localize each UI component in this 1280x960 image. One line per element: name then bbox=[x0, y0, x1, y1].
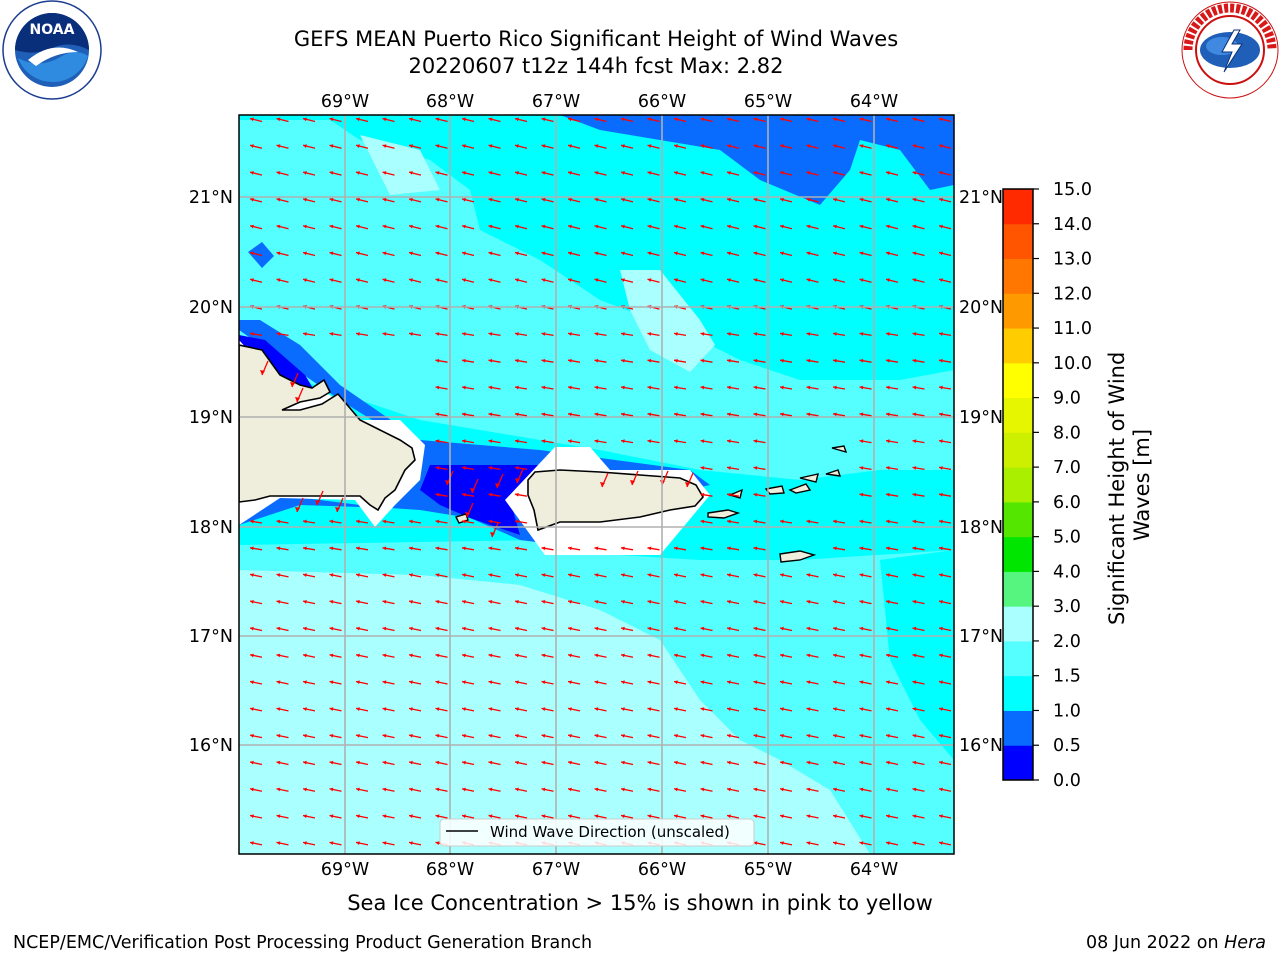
colorbar-segment-8 bbox=[1003, 467, 1033, 503]
lat-label-right-3: 18°N bbox=[959, 518, 1003, 538]
colorbar-tick-1: 0.5 bbox=[1053, 736, 1081, 756]
ocean-band-2-0-3-0-south bbox=[239, 570, 870, 854]
land-vieques-culebra bbox=[707, 488, 744, 519]
land-hispaniola bbox=[239, 344, 416, 512]
lat-label-left-4: 17°N bbox=[189, 627, 233, 647]
map-title: GEFS MEAN Puerto Rico Significant Height… bbox=[293, 27, 899, 51]
lon-label-top-1: 68°W bbox=[426, 92, 474, 112]
lat-label-left-3: 18°N bbox=[189, 518, 233, 538]
lon-label-top-2: 67°W bbox=[532, 92, 580, 112]
colorbar-segment-0 bbox=[1003, 745, 1033, 781]
colorbar-segment-5 bbox=[1003, 571, 1033, 607]
map-subtitle: 20220607 t12z 144h fcst Max: 2.82 bbox=[408, 54, 784, 78]
lon-label-top-0: 69°W bbox=[321, 92, 369, 112]
colorbar-segment-13 bbox=[1003, 293, 1033, 329]
colorbar-tick-11: 9.0 bbox=[1053, 389, 1081, 409]
colorbar-tick-5: 3.0 bbox=[1053, 597, 1081, 617]
footer-date: 08 Jun 2022 on bbox=[1085, 933, 1225, 953]
colorbar-label: Significant Height of Wind Waves [m] bbox=[1105, 345, 1154, 625]
colorbar-segment-3 bbox=[1003, 640, 1033, 677]
colorbar-segment-11 bbox=[1003, 362, 1033, 399]
ocean-band-0-5-1-0-northeast bbox=[560, 115, 954, 205]
colorbar-tick-17: 15.0 bbox=[1053, 180, 1092, 200]
colorbar-tick-6: 4.0 bbox=[1053, 562, 1081, 582]
colorbar-segment-2 bbox=[1003, 675, 1033, 711]
colorbar-segment-15 bbox=[1003, 223, 1033, 260]
ocean-band-2-0-3-0-north bbox=[360, 135, 715, 372]
lon-label-bottom-1: 68°W bbox=[426, 860, 474, 880]
legend-label: Wind Wave Direction (unscaled) bbox=[490, 823, 730, 841]
lat-label-left-1: 20°N bbox=[189, 298, 233, 318]
colorbar-segment-9 bbox=[1003, 432, 1033, 468]
colorbar: 0.0 0.5 1.0 1.5 2.0 3.0 4.0 5.0 6.0 7.0 8.0 9.0 10.0… bbox=[1002, 180, 1092, 791]
lat-label-left-2: 19°N bbox=[189, 408, 233, 428]
colorbar-segment-12 bbox=[1003, 328, 1033, 364]
lon-label-bottom-2: 67°W bbox=[532, 860, 580, 880]
nws-logo bbox=[1181, 1, 1279, 99]
colorbar-segment-4 bbox=[1003, 606, 1033, 642]
lon-label-bottom-3: 66°W bbox=[638, 860, 686, 880]
colorbar-tick-10: 8.0 bbox=[1053, 423, 1081, 443]
lon-label-top-3: 66°W bbox=[638, 92, 686, 112]
colorbar-tick-14: 12.0 bbox=[1053, 284, 1092, 304]
land-puerto-rico bbox=[527, 469, 704, 532]
map-legend: Wind Wave Direction (unscaled) bbox=[439, 818, 755, 847]
colorbar-segment-7 bbox=[1003, 501, 1033, 538]
colorbar-segment-16 bbox=[1003, 189, 1033, 225]
colorbar-tick-2: 1.0 bbox=[1053, 701, 1081, 721]
latitude-labels: 21°N 21°N 20°N 20°N 19°N 19°N 18°N 18°N 17°N 17°N… bbox=[189, 188, 1003, 756]
noaa-logo: NOAA bbox=[2, 0, 102, 100]
colorbar-segment-6 bbox=[1003, 536, 1033, 572]
lat-label-right-2: 19°N bbox=[959, 408, 1003, 428]
lat-label-right-4: 17°N bbox=[959, 627, 1003, 647]
lon-label-bottom-4: 65°W bbox=[744, 860, 792, 880]
svg-text:NOAA: NOAA bbox=[30, 22, 75, 38]
lon-label-top-4: 65°W bbox=[744, 92, 792, 112]
lat-label-right-5: 16°N bbox=[959, 736, 1003, 756]
lat-label-left-5: 16°N bbox=[189, 736, 233, 756]
colorbar-tick-9: 7.0 bbox=[1053, 458, 1081, 478]
sea-ice-note: Sea Ice Concentration > 15% is shown in … bbox=[347, 891, 933, 915]
footer-host: Hera bbox=[1224, 933, 1266, 953]
colorbar-tick-8: 6.0 bbox=[1053, 493, 1081, 513]
ocean-band-1-0-1-5-east bbox=[880, 550, 954, 760]
ocean-band-1-5-2-0-north bbox=[239, 120, 954, 480]
footer-left: NCEP/EMC/Verification Post Processing Pr… bbox=[13, 933, 593, 953]
colorbar-tick-4: 2.0 bbox=[1053, 632, 1081, 652]
lat-label-right-0: 21°N bbox=[959, 188, 1003, 208]
colorbar-tick-16: 14.0 bbox=[1053, 215, 1092, 235]
colorbar-label-line2: Waves [m] bbox=[1130, 429, 1154, 541]
colorbar-label-line1: Significant Height of Wind bbox=[1105, 352, 1129, 625]
footer-right: 08 Jun 2022 on Hera bbox=[1086, 933, 1266, 953]
colorbar-tick-12: 10.0 bbox=[1053, 354, 1092, 374]
colorbar-segment-1 bbox=[1003, 710, 1033, 746]
colorbar-tick-13: 11.0 bbox=[1053, 319, 1092, 339]
graticule bbox=[239, 115, 954, 854]
ocean-band-0-0-0-5 bbox=[239, 335, 540, 535]
lat-label-right-1: 20°N bbox=[959, 298, 1003, 318]
colorbar-tick-7: 5.0 bbox=[1053, 528, 1081, 548]
colorbar-tick-3: 1.5 bbox=[1053, 667, 1081, 687]
map-frame bbox=[238, 114, 955, 855]
colorbar-tick-0: 0.0 bbox=[1053, 771, 1081, 791]
longitude-labels: 69°W 69°W 68°W 68°W 67°W 67°W 66°W 66°W 65°W 65°W… bbox=[321, 92, 898, 880]
colorbar-segment-10 bbox=[1003, 397, 1033, 433]
colorbar-segment-14 bbox=[1003, 258, 1033, 294]
land-virgin-islands bbox=[764, 445, 848, 495]
colorbar-tick-15: 13.0 bbox=[1053, 250, 1092, 270]
land-st-croix bbox=[779, 550, 817, 563]
lon-label-bottom-0: 69°W bbox=[321, 860, 369, 880]
lat-label-left-0: 21°N bbox=[189, 188, 233, 208]
lon-label-top-5: 64°W bbox=[850, 92, 898, 112]
lon-label-bottom-5: 64°W bbox=[850, 860, 898, 880]
